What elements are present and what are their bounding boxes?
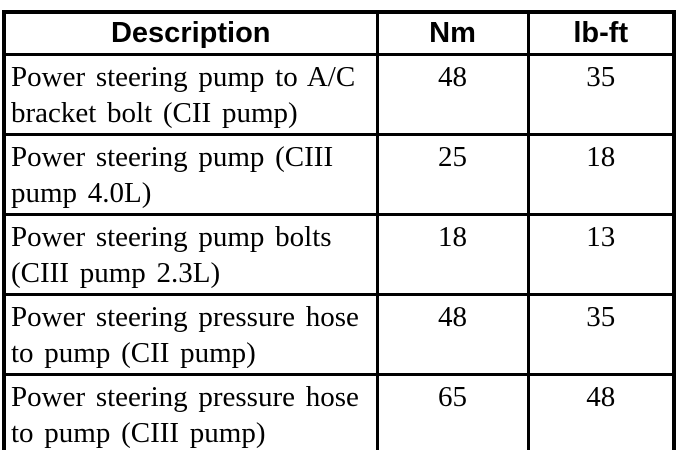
nm-value-cell: 48 (375, 52, 530, 136)
description-cell: Power steering pump bolts (CIII pump 2.3… (2, 212, 379, 296)
description-cell: Power steering pressure hose to pump (CI… (2, 372, 379, 450)
description-cell: Power steering pressure hose to pump (CI… (2, 292, 379, 376)
lbft-value-cell: 35 (526, 292, 676, 376)
col-header-nm: Nm (375, 10, 530, 56)
description-line: to pump (CIII pump) (11, 416, 266, 449)
table-row: Power steering pressure hose to pump (CI… (2, 292, 676, 376)
description-line: (CIII pump 2.3L) (11, 256, 221, 289)
description-line: Power steering pump (CIII (11, 140, 334, 173)
description-line: Power steering pressure hose (11, 380, 359, 413)
description-line: pump 4.0L) (11, 176, 152, 209)
description-cell: Power steering pump to A/C bracket bolt … (2, 52, 379, 136)
table-header-row: Description Nm lb-ft (2, 10, 676, 56)
description-line: Power steering pump bolts (11, 220, 332, 253)
lbft-value-cell: 48 (526, 372, 676, 450)
nm-value-cell: 48 (375, 292, 530, 376)
description-line: to pump (CII pump) (11, 336, 256, 369)
table-row: Power steering pump (CIII pump 4.0L) 25 … (2, 132, 676, 216)
description-line: bracket bolt (CII pump) (11, 96, 298, 129)
description-cell: Power steering pump (CIII pump 4.0L) (2, 132, 379, 216)
table-row: Power steering pump to A/C bracket bolt … (2, 52, 676, 136)
nm-value-cell: 18 (375, 212, 530, 296)
col-header-description: Description (2, 10, 379, 56)
description-line: Power steering pump to A/C (11, 60, 356, 93)
lbft-value-cell: 35 (526, 52, 676, 136)
torque-spec-table: Description Nm lb-ft Power steering pump… (2, 10, 676, 450)
table-row: Power steering pump bolts (CIII pump 2.3… (2, 212, 676, 296)
col-header-lbft: lb-ft (526, 10, 676, 56)
nm-value-cell: 25 (375, 132, 530, 216)
nm-value-cell: 65 (375, 372, 530, 450)
lbft-value-cell: 18 (526, 132, 676, 216)
description-line: Power steering pressure hose (11, 300, 359, 333)
lbft-value-cell: 13 (526, 212, 676, 296)
table-row: Power steering pressure hose to pump (CI… (2, 372, 676, 450)
